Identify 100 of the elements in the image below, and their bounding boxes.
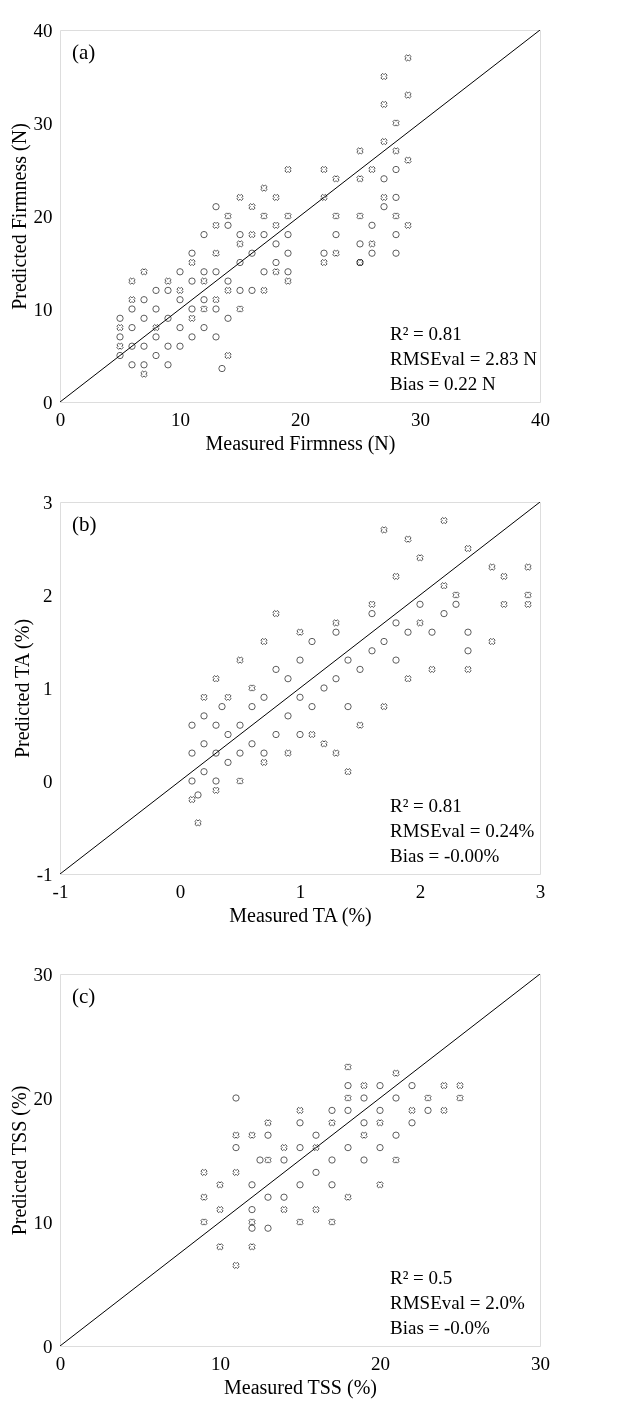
point <box>392 1094 400 1102</box>
point <box>284 749 292 757</box>
point <box>428 665 436 673</box>
point <box>260 212 268 220</box>
point <box>440 1082 448 1090</box>
point <box>320 258 328 267</box>
point <box>368 240 376 248</box>
point <box>212 675 220 683</box>
point <box>218 702 226 711</box>
point <box>392 572 400 580</box>
point <box>260 637 268 646</box>
annotation: (b) <box>72 512 97 536</box>
y-tick-label: 40 <box>33 19 53 41</box>
point <box>280 1206 288 1214</box>
point <box>428 628 436 636</box>
point <box>380 193 388 201</box>
x-tick-label: 1 <box>295 880 306 902</box>
y-tick-label: 3 <box>43 491 53 513</box>
point <box>328 1106 336 1115</box>
point <box>356 212 364 220</box>
point <box>140 268 148 276</box>
point <box>248 1205 256 1214</box>
point <box>332 249 340 257</box>
point <box>404 535 412 543</box>
point <box>256 1156 264 1164</box>
point <box>440 1106 448 1114</box>
y-tick-label: 30 <box>33 112 53 134</box>
point <box>188 258 196 267</box>
point <box>264 1224 272 1232</box>
y-tick-label: 30 <box>33 963 53 985</box>
annotation: R² = 0.5 <box>390 1267 453 1288</box>
y-tick-label: 2 <box>43 584 53 606</box>
point <box>284 165 292 174</box>
point <box>312 1206 320 1214</box>
point <box>368 600 376 608</box>
point <box>380 138 388 146</box>
point <box>464 665 472 673</box>
point <box>232 1143 240 1152</box>
point <box>356 721 364 729</box>
point <box>296 1106 304 1114</box>
point <box>328 1181 336 1189</box>
point <box>212 249 220 257</box>
point <box>296 656 304 664</box>
point <box>380 526 388 534</box>
point <box>280 1156 288 1164</box>
annotation: R² = 0.81 <box>390 323 462 344</box>
point <box>308 637 316 646</box>
point <box>200 712 208 720</box>
point <box>368 165 376 174</box>
point <box>392 1069 400 1077</box>
point <box>296 628 304 636</box>
point <box>260 286 268 294</box>
point <box>224 351 232 360</box>
point <box>404 221 412 229</box>
y-tick-label: 10 <box>33 1211 53 1233</box>
point <box>212 221 220 229</box>
point <box>188 721 196 729</box>
point <box>320 193 328 201</box>
point <box>328 1119 336 1127</box>
y-tick-label: 1 <box>43 677 53 699</box>
point <box>212 786 220 794</box>
point <box>500 572 508 580</box>
point <box>164 277 172 285</box>
point <box>260 693 268 701</box>
x-tick-label: 30 <box>411 408 430 430</box>
point <box>260 758 268 766</box>
y-tick-label: 0 <box>43 770 53 792</box>
point <box>356 665 364 674</box>
point <box>264 1193 272 1201</box>
point <box>236 656 244 664</box>
y-tick-label: 0 <box>43 391 53 413</box>
point <box>200 740 208 748</box>
point <box>464 628 472 636</box>
point <box>248 1218 256 1226</box>
point <box>232 1261 240 1269</box>
x-axis-title: Measured Firmness (N) <box>205 431 396 455</box>
point <box>312 1131 320 1139</box>
point <box>524 600 532 608</box>
point <box>416 600 424 608</box>
point <box>248 702 256 711</box>
point <box>440 517 448 525</box>
point <box>296 1119 304 1127</box>
point <box>376 1181 384 1189</box>
point <box>404 156 412 164</box>
point <box>280 1193 288 1201</box>
annotation: Bias = 0.22 N <box>390 373 496 394</box>
point <box>224 730 232 739</box>
point <box>452 591 460 599</box>
point <box>272 193 280 201</box>
point <box>200 1168 208 1176</box>
point <box>128 296 136 304</box>
point <box>248 740 256 748</box>
point <box>380 637 388 646</box>
point <box>236 305 244 313</box>
point <box>408 1106 416 1114</box>
point <box>344 1094 352 1102</box>
point <box>404 54 412 62</box>
point <box>232 1131 240 1139</box>
point <box>128 277 136 285</box>
point <box>360 1094 368 1102</box>
